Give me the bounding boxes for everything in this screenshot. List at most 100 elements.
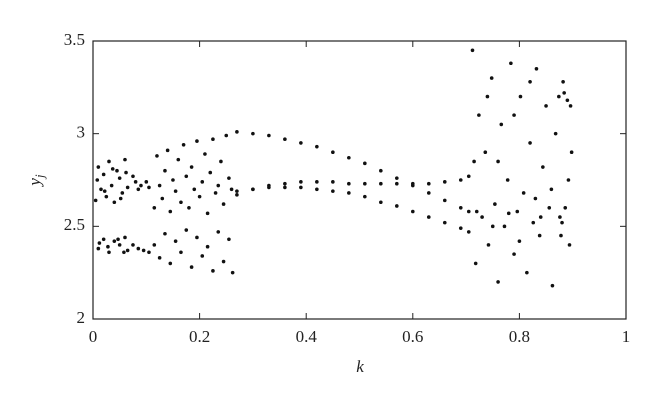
point	[122, 250, 126, 255]
point	[155, 154, 159, 158]
point	[157, 183, 162, 188]
point	[315, 187, 319, 192]
point	[493, 202, 497, 206]
point	[157, 256, 162, 260]
point	[181, 142, 186, 147]
point	[152, 206, 157, 210]
point	[221, 202, 226, 206]
y-tick-label: 2.5	[64, 215, 85, 234]
point	[426, 191, 431, 195]
point	[229, 187, 234, 192]
point	[544, 104, 548, 108]
point	[227, 176, 231, 180]
point	[470, 48, 475, 53]
point	[139, 183, 143, 188]
point	[96, 246, 101, 251]
point	[538, 215, 543, 219]
point	[96, 165, 101, 169]
point	[283, 185, 287, 190]
point	[512, 252, 516, 256]
point	[200, 180, 205, 184]
x-axis-label: k	[356, 357, 364, 376]
point	[458, 226, 463, 230]
point	[251, 131, 255, 136]
point	[179, 250, 183, 255]
point	[235, 189, 239, 193]
point	[505, 178, 510, 182]
point	[483, 150, 488, 154]
point	[562, 91, 566, 95]
point	[534, 67, 539, 71]
point	[211, 269, 215, 273]
point	[496, 280, 500, 284]
point	[195, 139, 199, 143]
point	[213, 191, 218, 195]
point	[110, 167, 115, 171]
point	[101, 172, 106, 177]
point	[347, 181, 351, 186]
y-axis-label: yj	[25, 174, 47, 188]
point	[112, 239, 117, 243]
point	[442, 180, 447, 184]
point	[192, 187, 197, 192]
point	[125, 248, 130, 253]
point	[102, 189, 107, 193]
point	[533, 196, 538, 201]
point	[379, 168, 383, 173]
point	[559, 233, 563, 238]
y-axis-label-sub: j	[32, 174, 47, 180]
point	[363, 181, 367, 186]
point	[124, 170, 128, 175]
point	[331, 180, 335, 184]
point	[541, 165, 545, 169]
point	[205, 211, 210, 216]
point	[152, 243, 157, 247]
point	[480, 215, 484, 219]
point	[104, 194, 109, 199]
point	[195, 235, 199, 240]
point	[205, 244, 210, 249]
point	[331, 150, 335, 154]
point	[561, 79, 565, 84]
point	[547, 206, 552, 210]
point	[216, 183, 221, 188]
point	[107, 250, 111, 255]
point	[95, 178, 100, 182]
point	[363, 194, 367, 199]
point	[442, 198, 447, 203]
point	[347, 155, 351, 160]
point	[299, 141, 303, 145]
point	[315, 144, 319, 149]
point	[117, 176, 122, 180]
point	[509, 61, 513, 66]
point	[363, 161, 367, 166]
point	[515, 209, 520, 214]
point	[521, 191, 526, 195]
point	[173, 239, 178, 243]
point	[189, 165, 194, 169]
point	[97, 241, 102, 245]
point	[567, 243, 572, 247]
point	[184, 174, 189, 179]
point	[426, 181, 431, 186]
point	[125, 185, 130, 190]
x-tick-label: 0.8	[509, 327, 530, 346]
point	[518, 94, 523, 99]
point	[109, 183, 114, 188]
point	[116, 237, 120, 242]
point	[235, 193, 239, 197]
point	[267, 133, 271, 138]
point	[426, 215, 431, 219]
point	[395, 181, 399, 186]
point	[531, 220, 536, 225]
point	[411, 181, 415, 186]
point	[168, 209, 173, 214]
point	[466, 230, 471, 234]
point	[550, 283, 555, 288]
point	[458, 206, 463, 210]
point	[176, 157, 181, 162]
point	[168, 261, 173, 266]
point	[347, 191, 351, 195]
point	[512, 113, 516, 117]
point	[141, 248, 146, 253]
